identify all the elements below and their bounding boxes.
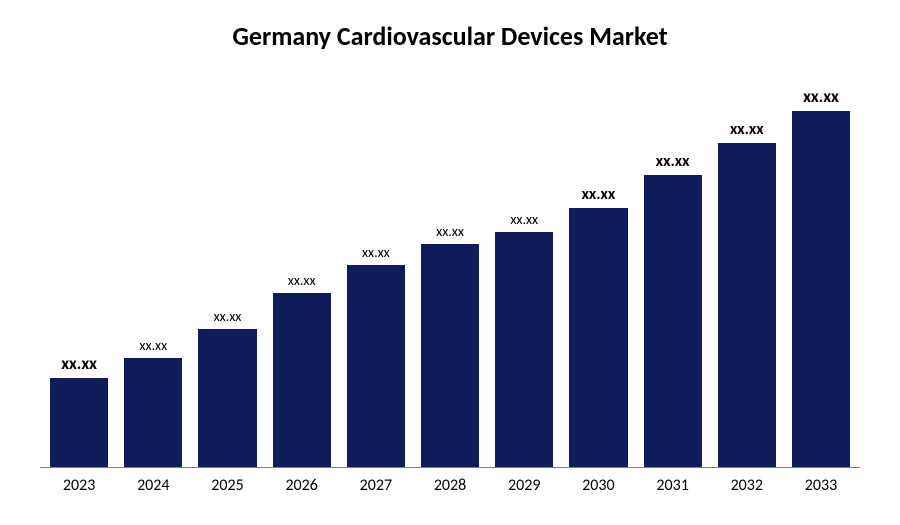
bar-group: xx.xx xyxy=(124,62,182,467)
bar xyxy=(495,232,553,467)
x-axis-tick: 2032 xyxy=(718,476,776,495)
bar-group: xx.xx xyxy=(792,62,850,467)
bar-value-label: xx.xx xyxy=(582,185,616,204)
bar-value-label: xx.xx xyxy=(288,272,316,289)
bar xyxy=(124,358,182,467)
bar-value-label: xx.xx xyxy=(436,223,464,240)
x-axis-tick: 2027 xyxy=(347,476,405,495)
bar xyxy=(347,265,405,468)
bar-value-label: xx.xx xyxy=(139,337,167,354)
bar xyxy=(273,293,331,467)
bar-value-label: xx.xx xyxy=(362,244,390,261)
bar xyxy=(569,208,627,467)
bar-value-label: xx.xx xyxy=(510,211,538,228)
x-axis-tick: 2033 xyxy=(792,476,850,495)
bar-group: xx.xx xyxy=(644,62,702,467)
bar-group: xx.xx xyxy=(718,62,776,467)
plot-area: xx.xx xx.xx xx.xx xx.xx xx.xx xx.xx xx.xx xx.xx… xyxy=(40,62,860,468)
bar-group: xx.xx xyxy=(347,62,405,467)
x-axis-tick: 2025 xyxy=(198,476,256,495)
chart-title: Germany Cardiovascular Devices Market xyxy=(40,20,860,52)
bar-group: xx.xx xyxy=(421,62,479,467)
x-axis-tick: 2029 xyxy=(495,476,553,495)
bar xyxy=(198,329,256,467)
bar-group: xx.xx xyxy=(569,62,627,467)
x-axis-tick: 2028 xyxy=(421,476,479,495)
bar xyxy=(421,244,479,467)
x-axis-tick: 2026 xyxy=(273,476,331,495)
bar-value-label: xx.xx xyxy=(61,353,97,374)
bar xyxy=(50,378,108,467)
bar-group: xx.xx xyxy=(198,62,256,467)
x-axis-tick: 2023 xyxy=(50,476,108,495)
x-axis-tick: 2031 xyxy=(644,476,702,495)
bar-value-label: xx.xx xyxy=(730,120,764,139)
bar xyxy=(718,143,776,467)
bar-chart: Germany Cardiovascular Devices Market xx… xyxy=(0,0,900,525)
x-axis: 2023 2024 2025 2026 2027 2028 2029 2030 2031 2032… xyxy=(40,476,860,495)
bar-group: xx.xx xyxy=(50,62,108,467)
x-axis-tick: 2024 xyxy=(124,476,182,495)
bar xyxy=(792,111,850,467)
bar-value-label: xx.xx xyxy=(656,152,690,171)
bar-group: xx.xx xyxy=(495,62,553,467)
bar-value-label: xx.xx xyxy=(214,308,242,325)
bar xyxy=(644,175,702,467)
x-axis-tick: 2030 xyxy=(569,476,627,495)
bar-group: xx.xx xyxy=(273,62,331,467)
bar-value-label: xx.xx xyxy=(803,86,839,107)
